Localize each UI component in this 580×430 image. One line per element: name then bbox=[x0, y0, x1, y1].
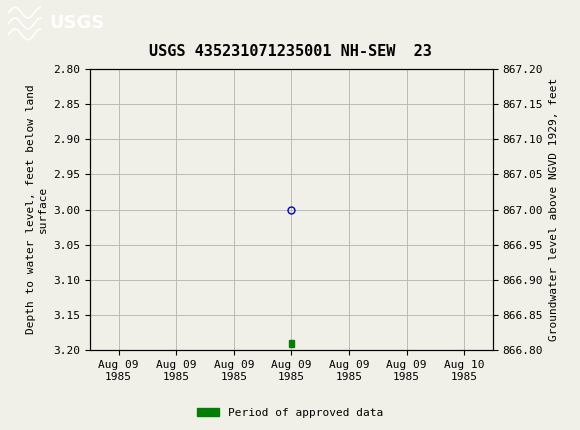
Text: USGS 435231071235001 NH-SEW  23: USGS 435231071235001 NH-SEW 23 bbox=[148, 44, 432, 59]
Bar bbox=[289, 340, 293, 347]
Y-axis label: Groundwater level above NGVD 1929, feet: Groundwater level above NGVD 1929, feet bbox=[549, 78, 559, 341]
Y-axis label: Depth to water level, feet below land
surface: Depth to water level, feet below land su… bbox=[26, 85, 48, 335]
Text: USGS: USGS bbox=[49, 14, 104, 31]
Legend: Period of approved data: Period of approved data bbox=[193, 403, 387, 422]
